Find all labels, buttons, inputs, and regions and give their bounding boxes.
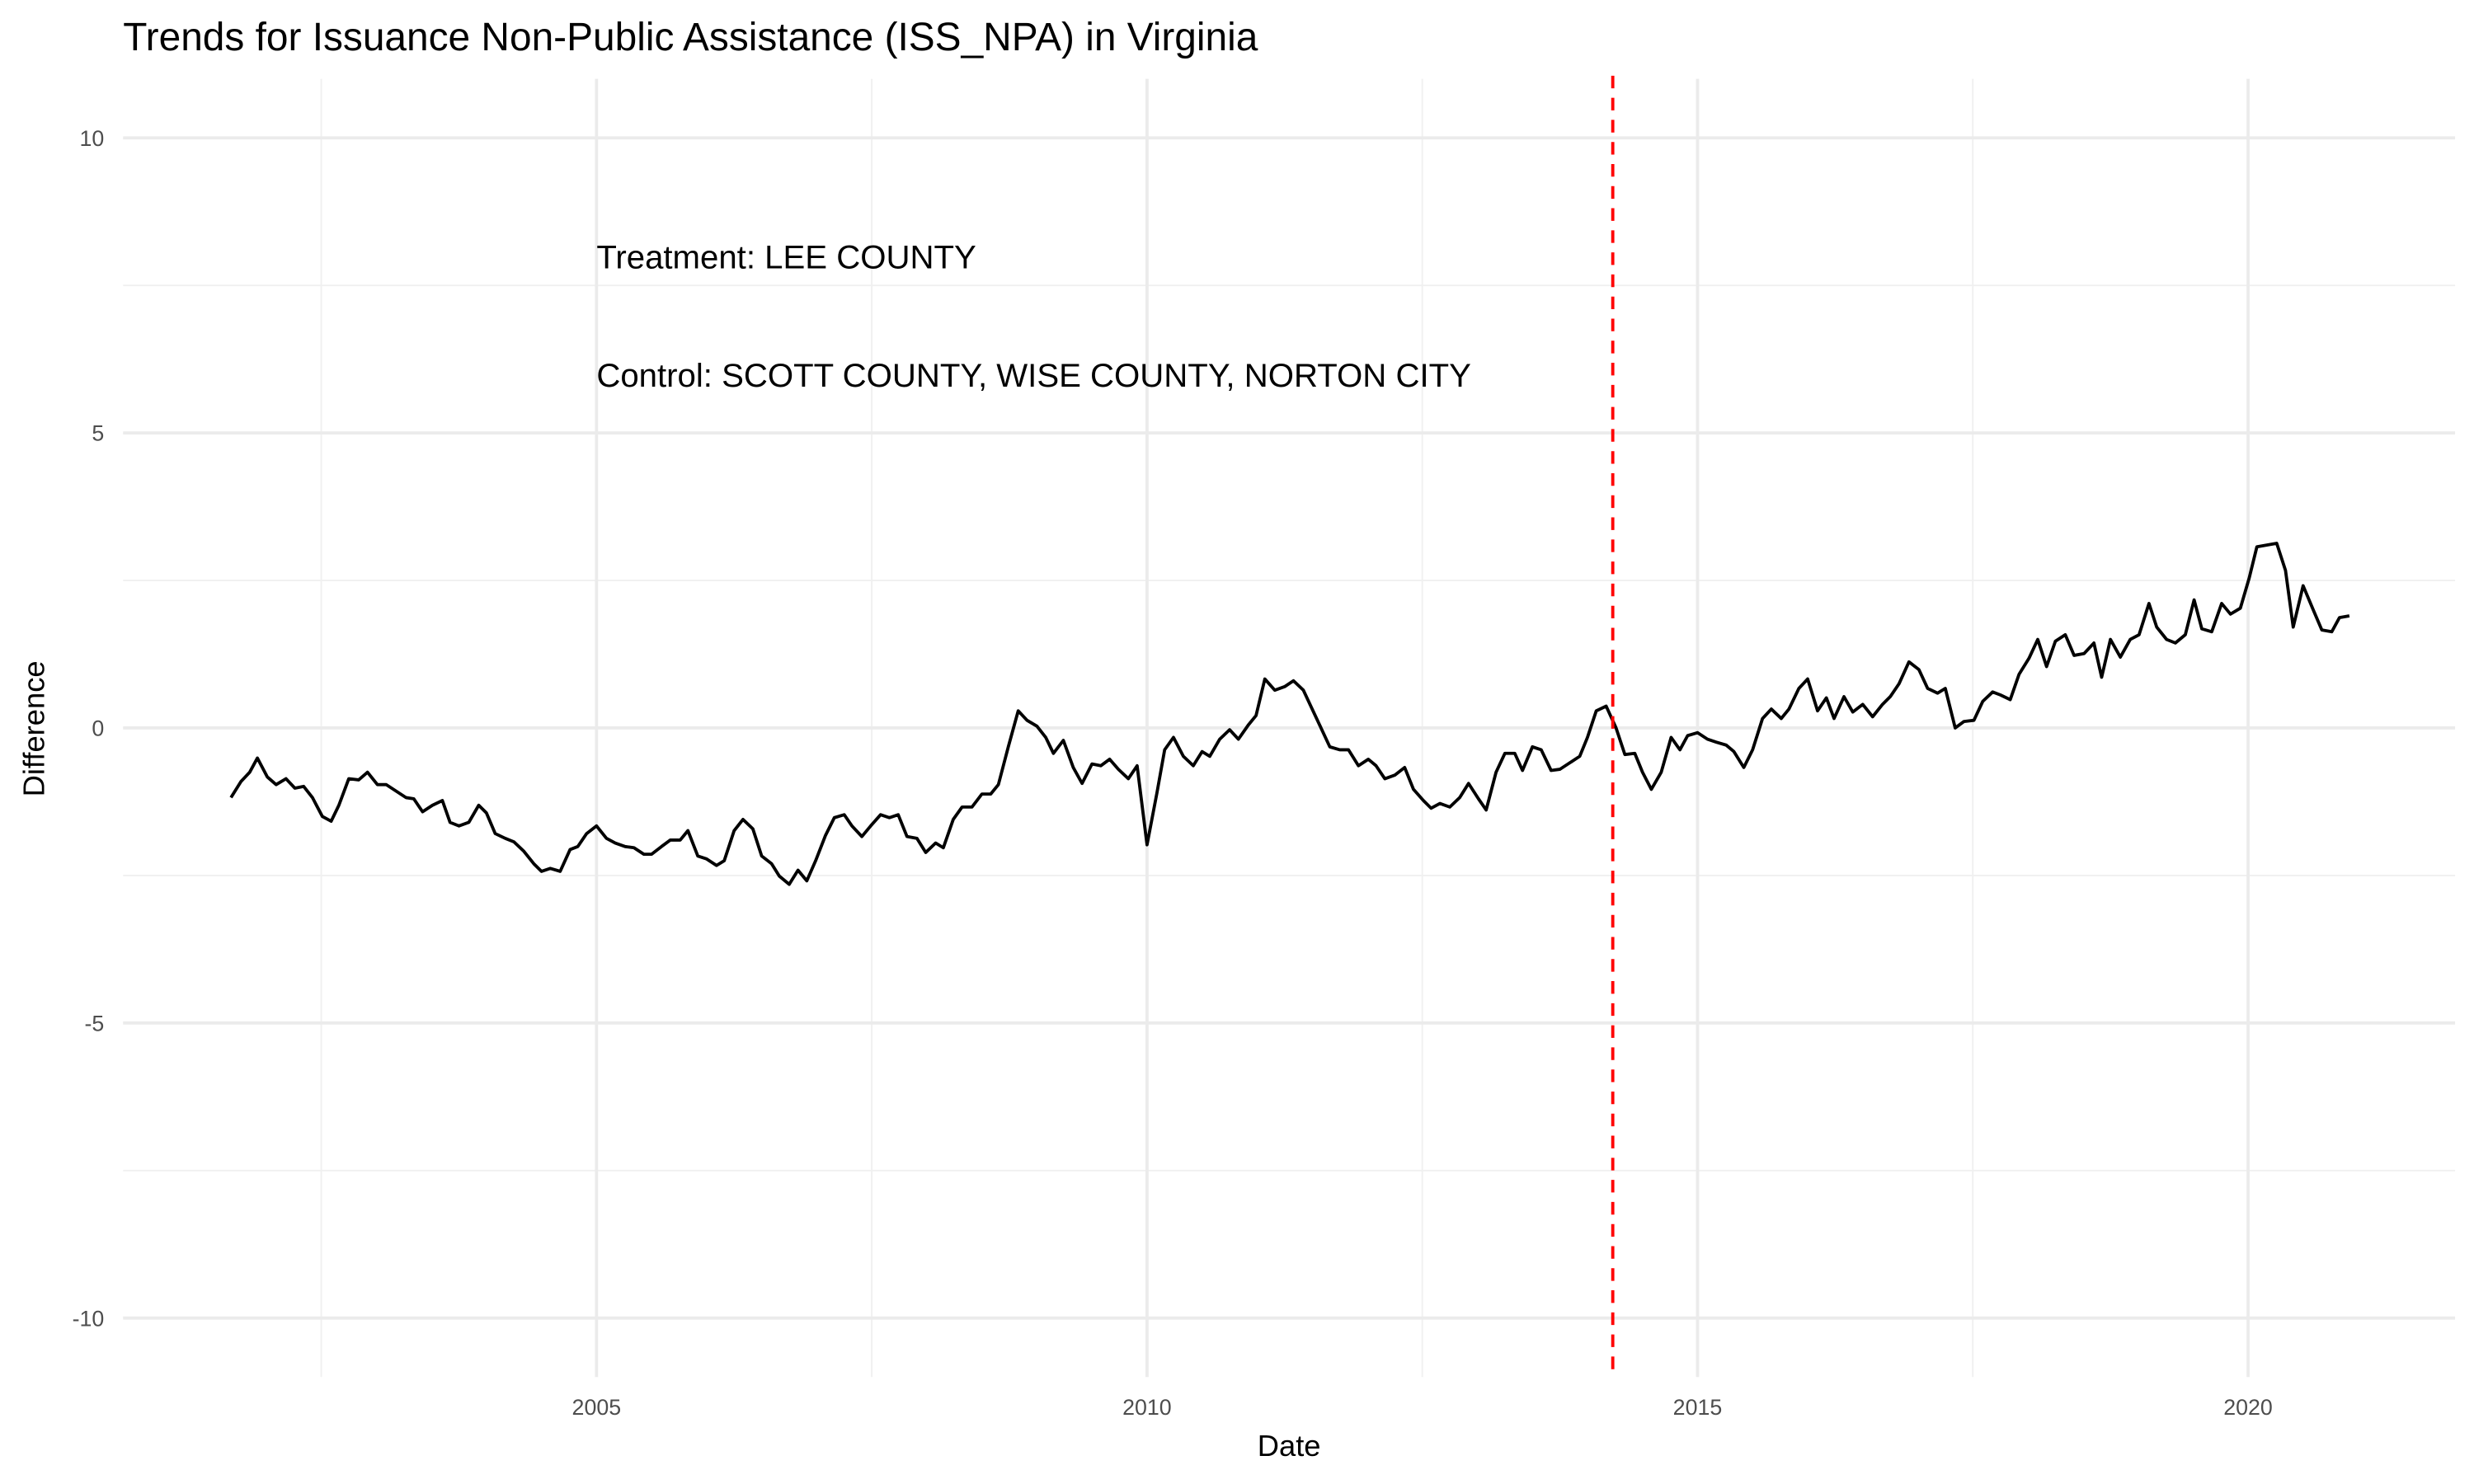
y-tick-label: 0 <box>92 716 104 741</box>
y-axis-title: Difference <box>17 660 51 796</box>
x-tick-label: 2020 <box>2223 1395 2273 1420</box>
y-tick-label: 5 <box>92 421 104 446</box>
y-tick-label: 10 <box>79 126 104 151</box>
y-tick-label: -10 <box>73 1306 105 1331</box>
x-axis-title: Date <box>1258 1429 1321 1463</box>
data-line <box>229 542 2350 886</box>
x-tick-label: 2015 <box>1673 1395 1723 1420</box>
chart-title: Trends for Issuance Non-Public Assistanc… <box>123 16 1258 59</box>
y-tick-label: -5 <box>84 1011 104 1036</box>
annotation: Control: SCOTT COUNTY, WISE COUNTY, NORT… <box>596 357 1471 394</box>
annotation: Treatment: LEE COUNTY <box>596 239 976 276</box>
x-tick-label: 2010 <box>1122 1395 1172 1420</box>
x-tick-label: 2005 <box>572 1395 622 1420</box>
